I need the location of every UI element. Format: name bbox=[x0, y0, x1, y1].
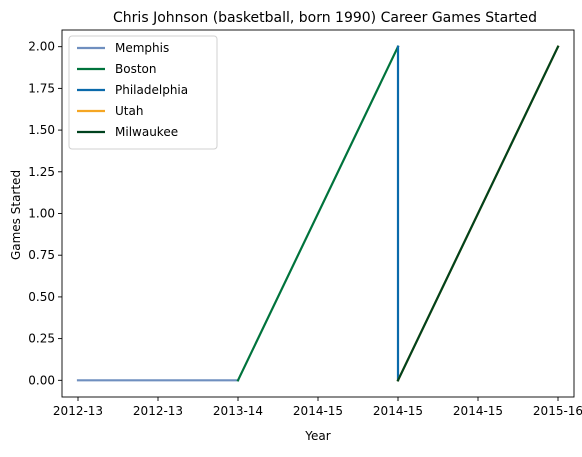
x-tick-label: 2012-13 bbox=[53, 404, 103, 418]
chart-title: Chris Johnson (basketball, born 1990) Ca… bbox=[113, 10, 537, 26]
y-tick-label: 0.50 bbox=[28, 290, 55, 304]
x-tick-label: 2014-15 bbox=[453, 404, 503, 418]
y-tick-label: 1.00 bbox=[28, 207, 55, 221]
legend-label-milwaukee: Milwaukee bbox=[115, 125, 178, 139]
y-tick-label: 2.00 bbox=[28, 40, 55, 54]
x-tick-label: 2012-13 bbox=[133, 404, 183, 418]
y-tick-label: 1.25 bbox=[28, 165, 55, 179]
x-tick-label: 2015-16 bbox=[533, 404, 582, 418]
x-axis-label: Year bbox=[304, 429, 330, 443]
legend-label-memphis: Memphis bbox=[115, 41, 169, 55]
x-tick-label: 2013-14 bbox=[213, 404, 263, 418]
y-tick-label: 0.25 bbox=[28, 332, 55, 346]
y-tick-label: 1.50 bbox=[28, 123, 55, 137]
y-axis-label: Games Started bbox=[9, 170, 23, 260]
legend: Memphis Boston Philadelphia Utah Milwaukee bbox=[69, 36, 217, 149]
legend-label-philadelphia: Philadelphia bbox=[115, 83, 188, 97]
y-tick-label: 1.75 bbox=[28, 81, 55, 95]
y-tick-label: 0.00 bbox=[28, 373, 55, 387]
x-tick-label: 2014-15 bbox=[373, 404, 423, 418]
legend-label-utah: Utah bbox=[115, 104, 143, 118]
y-tick-label: 0.75 bbox=[28, 248, 55, 262]
x-tick-label: 2014-15 bbox=[293, 404, 343, 418]
legend-label-boston: Boston bbox=[115, 62, 156, 76]
